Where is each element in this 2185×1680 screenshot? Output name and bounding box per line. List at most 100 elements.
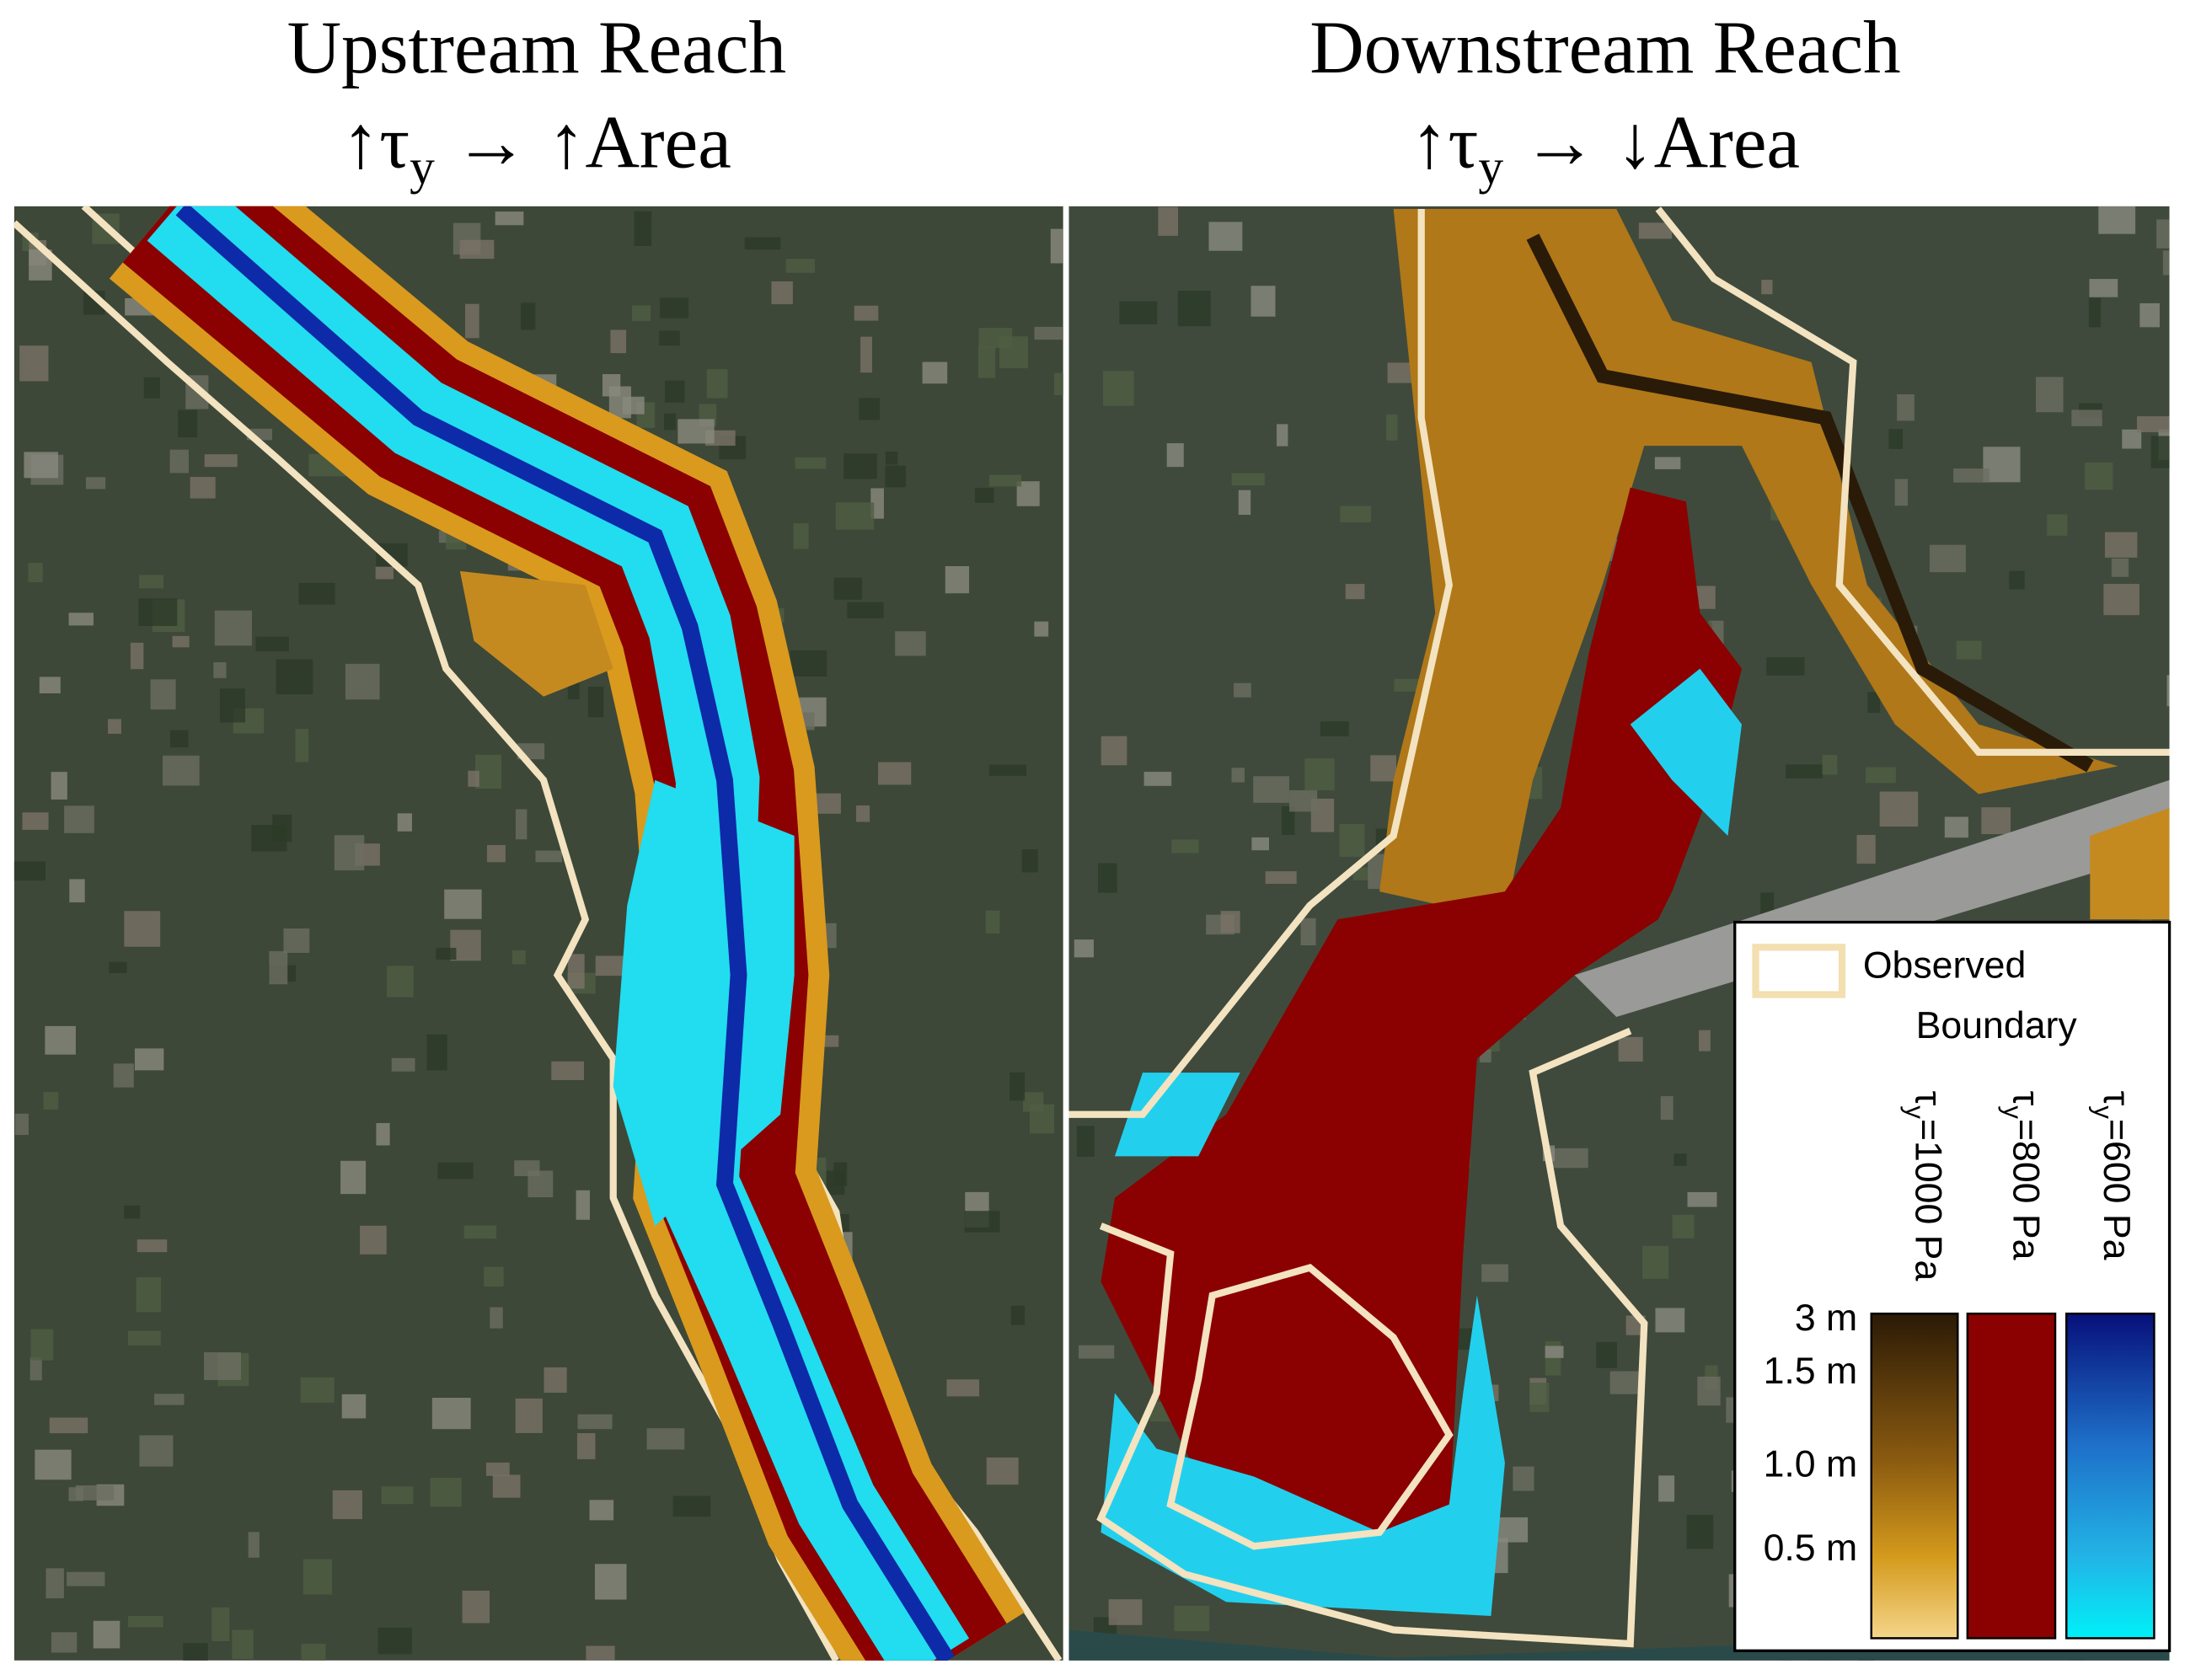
map-texture — [2085, 462, 2113, 490]
map-texture — [1009, 1072, 1026, 1101]
colorbar — [1870, 1312, 1959, 1640]
map-texture — [22, 812, 49, 830]
map-texture — [646, 1428, 685, 1450]
map-texture — [1929, 544, 1966, 573]
map-texture — [945, 565, 970, 594]
map-texture — [2156, 219, 2170, 249]
subtitle-prefix: ↑τ — [1411, 100, 1479, 184]
map-texture — [1320, 721, 1349, 736]
map-texture — [589, 1500, 614, 1521]
map-texture — [1761, 280, 1773, 295]
map-texture — [1177, 291, 1211, 327]
map-texture — [1143, 772, 1172, 786]
map-texture — [885, 451, 898, 465]
map-texture — [1609, 1371, 1642, 1394]
map-texture — [744, 237, 781, 250]
map-texture — [793, 523, 809, 549]
map-texture — [586, 1645, 615, 1661]
map-texture — [1251, 837, 1270, 851]
map-texture — [43, 1092, 59, 1110]
map-texture — [1339, 824, 1365, 857]
map-texture — [1234, 682, 1251, 698]
map-texture — [1944, 816, 1968, 838]
map-texture — [2089, 279, 2118, 297]
map-texture — [964, 1211, 1000, 1233]
map-texture — [1078, 1345, 1115, 1359]
map-texture — [465, 303, 479, 339]
map-texture — [1265, 871, 1297, 885]
map-texture — [859, 398, 881, 420]
map-texture — [1097, 863, 1117, 893]
map-texture — [143, 377, 160, 399]
map-texture — [1897, 393, 1915, 421]
map-texture — [2150, 436, 2170, 468]
map-texture — [298, 582, 335, 605]
map-texture — [986, 1457, 1019, 1485]
map-texture — [24, 452, 59, 479]
map-texture — [610, 329, 627, 354]
map-texture — [375, 566, 394, 580]
map-texture — [46, 1568, 64, 1599]
map-texture — [397, 813, 412, 832]
map-texture — [1074, 939, 1094, 958]
map-texture — [2098, 206, 2136, 234]
map-texture — [137, 1239, 168, 1253]
depth-label: 0.5 m — [1764, 1528, 1858, 1569]
map-texture — [595, 955, 629, 976]
map-texture — [551, 1061, 585, 1080]
map-texture — [1660, 1096, 1674, 1121]
map-texture — [232, 1629, 254, 1660]
map-texture — [1550, 1148, 1588, 1169]
map-texture — [93, 1620, 120, 1649]
map-texture — [1642, 1245, 1669, 1279]
map-texture — [203, 1352, 242, 1381]
map-texture — [475, 754, 502, 789]
map-texture — [154, 1394, 185, 1405]
map-texture — [1822, 755, 1838, 775]
map-texture — [214, 610, 252, 646]
map-texture — [544, 1367, 567, 1394]
map-texture — [495, 211, 524, 226]
map-texture — [1638, 222, 1673, 239]
map-texture — [444, 889, 482, 919]
map-texture — [276, 659, 313, 694]
map-texture — [136, 1276, 162, 1313]
map-texture — [1394, 678, 1420, 692]
map-texture — [134, 1048, 164, 1071]
map-texture — [1101, 736, 1127, 766]
map-texture — [128, 1616, 163, 1628]
map-texture — [64, 805, 94, 833]
map-texture — [814, 793, 841, 814]
map-texture — [1618, 1036, 1643, 1062]
map-texture — [492, 1474, 521, 1498]
map-texture — [576, 1433, 596, 1459]
map-texture — [634, 211, 652, 246]
panel-subtitle: ↑τy → ↓Area — [1411, 100, 1800, 195]
map-texture — [334, 835, 365, 871]
scenario-subscript: y — [1900, 1105, 1930, 1119]
map-texture — [2139, 302, 2160, 328]
map-texture — [1596, 1341, 1617, 1368]
map-texture — [219, 688, 246, 723]
map-texture — [1867, 692, 1881, 714]
map-texture — [28, 563, 43, 583]
map-texture — [594, 1564, 627, 1600]
map-texture — [1253, 776, 1290, 803]
map-texture — [677, 419, 715, 444]
map-texture — [426, 1034, 447, 1071]
map-texture — [490, 1307, 503, 1329]
map-texture — [124, 911, 161, 947]
map-texture — [35, 1449, 72, 1480]
map-texture — [790, 650, 827, 677]
scenario-subscript: y — [2088, 1105, 2118, 1119]
map-texture — [515, 809, 528, 840]
scenario-subscript: y — [1998, 1105, 2027, 1119]
map-texture — [1386, 414, 1398, 441]
map-texture — [1674, 1153, 1687, 1166]
scenario-label: τy=1000 Pa — [1900, 1091, 1949, 1281]
map-texture — [1158, 206, 1179, 236]
map-texture — [978, 328, 1013, 348]
map-texture — [860, 336, 872, 373]
map-texture — [1655, 1308, 1685, 1333]
map-texture — [139, 575, 163, 589]
